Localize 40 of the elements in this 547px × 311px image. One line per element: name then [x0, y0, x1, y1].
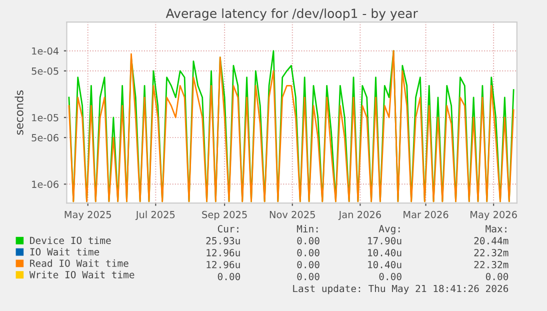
legend-label: IO Wait time: [30, 248, 100, 256]
text: 0.00: [379, 272, 402, 280]
chart-title: Average latency for /dev/loop1 - by year: [166, 8, 418, 21]
text: 12.96u: [206, 260, 240, 268]
legend-label: Read IO Wait time: [30, 259, 128, 267]
text: Avg:: [378, 225, 400, 234]
x-tick-label: Mar 2026: [404, 210, 448, 218]
text: Cur:: [218, 225, 238, 232]
text: Min:: [296, 224, 318, 232]
x-tick-label: May 2026: [470, 210, 517, 220]
x-tick-label: May 2025: [64, 210, 111, 220]
text: 0.00: [218, 272, 240, 280]
legend-label: Device IO time: [30, 236, 111, 244]
text: 10.40u: [368, 248, 402, 256]
y-tick-label: 5e-05: [32, 67, 58, 75]
text: Last update: Thu May 21 18:41:26 2026: [293, 284, 508, 294]
text: 20.44m: [474, 237, 508, 244]
text: 12.96u: [206, 248, 240, 256]
y-tick-label: 5e-06: [32, 134, 58, 142]
x-tick-label: Sep 2025: [202, 210, 247, 220]
y-axis-title: seconds: [14, 90, 24, 135]
text: 25.93u: [206, 237, 240, 244]
text: 17.90u: [368, 237, 402, 244]
y-tick-label: 1e-04: [32, 47, 59, 55]
x-tick-label: Jan 2026: [338, 210, 381, 220]
text: 10.40u: [368, 260, 402, 268]
text: 0.00: [297, 260, 320, 268]
legend-label: Write IO Wait time: [29, 270, 134, 278]
text: 0.00: [297, 237, 320, 244]
line-series: [68, 50, 514, 202]
text: 22.32m: [474, 248, 508, 256]
x-tick-label: Jul 2025: [135, 210, 175, 220]
text: 22.32m: [474, 260, 508, 268]
text: Max:: [486, 225, 506, 232]
text: 0.00: [297, 248, 320, 256]
y-tick-label: 1e-05: [32, 114, 58, 122]
x-tick-label: Nov 2025: [270, 210, 315, 218]
y-tick-label: 1e-06: [32, 180, 58, 188]
text: 0.00: [297, 272, 320, 280]
text: 0.00: [486, 272, 508, 280]
